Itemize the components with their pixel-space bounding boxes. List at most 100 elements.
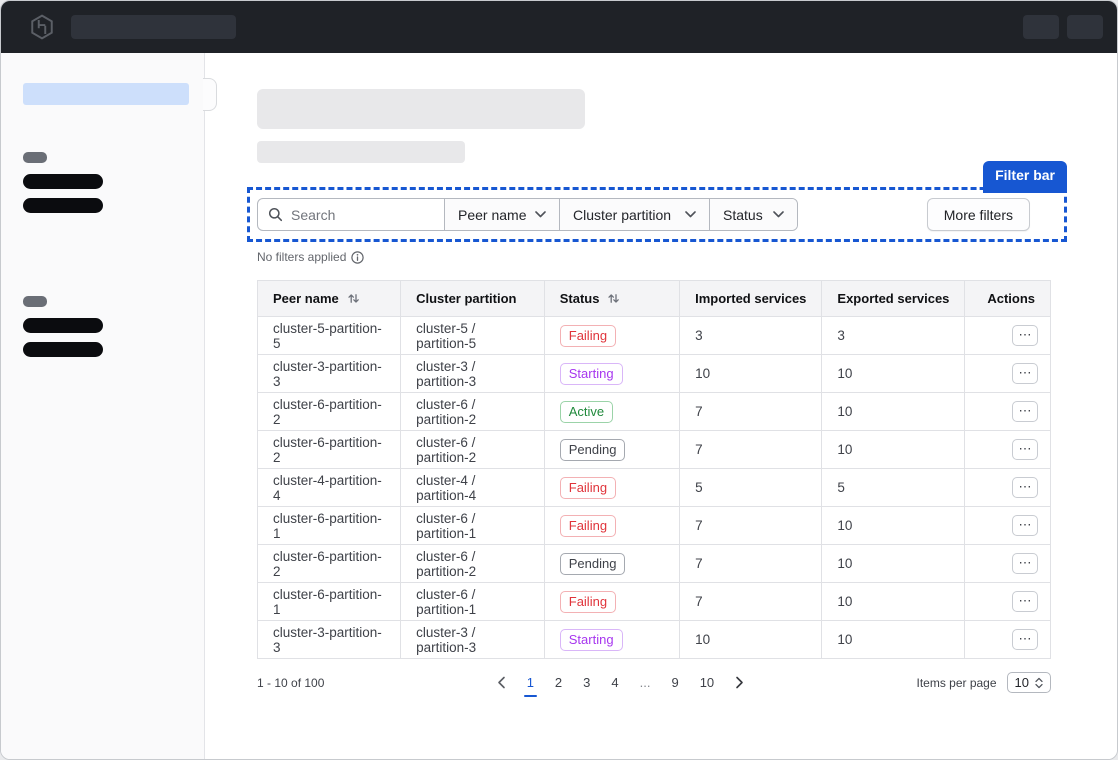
sidebar-collapse-handle[interactable] <box>203 78 217 111</box>
column-header-actions: Actions <box>964 280 1051 317</box>
actions-cell: ⋯ <box>964 506 1051 545</box>
exported-services-cell: 3 <box>821 316 966 355</box>
cluster-partition-cell: cluster-6 / partition-1 <box>400 582 545 621</box>
cluster-partition-cell: cluster-5 / partition-5 <box>400 316 545 355</box>
stepper-icon <box>1035 677 1043 689</box>
table-row: cluster-6-partition-1 cluster-6 / partit… <box>256 582 1051 621</box>
pagination: 1 2 3 4... 9 10 <box>324 675 916 697</box>
cluster-partition-filter-dropdown[interactable]: Cluster partition <box>559 199 709 230</box>
column-header-exported-services: Exported services <box>821 280 966 317</box>
sidebar-section-label-placeholder <box>23 152 47 163</box>
sidebar-item-placeholder[interactable] <box>23 174 103 189</box>
status-badge: Failing <box>559 324 617 347</box>
results-range: 1 - 10 of 100 <box>257 675 325 690</box>
nav-action-placeholder-1[interactable] <box>1023 15 1059 39</box>
peer-name-filter-dropdown[interactable]: Peer name <box>444 199 559 230</box>
status-badge: Starting <box>559 628 623 651</box>
pagination-page[interactable]: 1 <box>523 675 538 697</box>
chevron-down-icon <box>685 211 696 218</box>
imported-services-cell: 10 <box>679 354 823 393</box>
sort-icon[interactable] <box>607 292 620 305</box>
cluster-partition-cell: cluster-4 / partition-4 <box>400 468 545 507</box>
imported-services-cell: 3 <box>679 316 823 355</box>
info-icon[interactable] <box>351 250 365 264</box>
chevron-down-icon <box>773 211 784 218</box>
status-badge: Pending <box>559 552 626 575</box>
sort-icon[interactable] <box>347 292 360 305</box>
peer-name-cell: cluster-3-partition-3 <box>256 620 402 659</box>
peer-name-cell: cluster-6-partition-1 <box>256 506 402 545</box>
pagination-page[interactable]: 2 <box>554 675 563 690</box>
cluster-partition-cell: cluster-6 / partition-2 <box>400 392 545 431</box>
actions-cell: ⋯ <box>964 468 1051 507</box>
pagination-page[interactable]: 3 <box>583 675 591 690</box>
imported-services-cell: 10 <box>679 620 823 659</box>
page-subtitle-placeholder <box>257 141 465 163</box>
filter-bar-annotation-outline: Filter bar <box>247 161 1067 242</box>
exported-services-cell: 10 <box>821 392 966 431</box>
sidebar-active-item-placeholder[interactable] <box>23 83 189 105</box>
column-header-peer-name[interactable]: Peer name <box>256 280 402 317</box>
pagination-page[interactable]: 10 <box>699 675 715 690</box>
nav-action-placeholder-2[interactable] <box>1067 15 1103 39</box>
chevron-down-icon <box>535 211 546 218</box>
table-body: cluster-5-partition-5 cluster-5 / partit… <box>256 316 1051 659</box>
row-actions-button[interactable]: ⋯ <box>1012 363 1038 384</box>
main-content: Filter bar <box>205 53 1117 759</box>
status-cell: Failing <box>543 506 681 545</box>
row-actions-button[interactable]: ⋯ <box>1012 629 1038 650</box>
actions-cell: ⋯ <box>964 582 1051 621</box>
row-actions-button[interactable]: ⋯ <box>1012 401 1038 422</box>
next-page-icon[interactable] <box>735 676 744 689</box>
status-cell: Failing <box>543 316 681 355</box>
search-icon <box>268 207 283 222</box>
more-filters-button[interactable]: More filters <box>926 198 1030 231</box>
actions-cell: ⋯ <box>964 544 1051 583</box>
row-actions-button[interactable]: ⋯ <box>1012 325 1038 346</box>
peers-table: Peer name Cluster partition <box>256 280 1051 659</box>
status-cell: Starting <box>543 354 681 393</box>
imported-services-cell: 7 <box>679 506 823 545</box>
items-per-page-select[interactable]: 10 <box>1006 672 1051 693</box>
exported-services-cell: 10 <box>821 506 966 545</box>
sidebar-item-placeholder[interactable] <box>23 198 103 213</box>
row-actions-button[interactable]: ⋯ <box>1012 515 1038 536</box>
cluster-partition-cell: cluster-6 / partition-2 <box>400 430 545 469</box>
row-actions-button[interactable]: ⋯ <box>1012 477 1038 498</box>
table-row: cluster-4-partition-4 cluster-4 / partit… <box>256 468 1051 507</box>
table-row: cluster-3-partition-3 cluster-3 / partit… <box>256 354 1051 393</box>
pagination-pages: 1 2 3 4... 9 10 <box>523 675 715 697</box>
nav-menu-placeholder[interactable] <box>71 15 236 39</box>
imported-services-cell: 7 <box>679 582 823 621</box>
pagination-page[interactable]: 9 <box>671 675 679 690</box>
status-filter-dropdown[interactable]: Status <box>709 199 797 230</box>
status-badge: Starting <box>559 362 623 385</box>
imported-services-cell: 7 <box>679 392 823 431</box>
column-header-cluster-partition: Cluster partition <box>400 280 545 317</box>
actions-cell: ⋯ <box>964 430 1051 469</box>
imported-services-cell: 5 <box>679 468 823 507</box>
table-header-row: Peer name Cluster partition <box>256 280 1051 317</box>
status-badge: Failing <box>559 514 617 537</box>
search-input[interactable] <box>291 206 434 223</box>
items-per-page-label: Items per page <box>916 675 997 690</box>
row-actions-button[interactable]: ⋯ <box>1012 553 1038 574</box>
cluster-partition-cell: cluster-3 / partition-3 <box>400 354 545 393</box>
actions-cell: ⋯ <box>964 392 1051 431</box>
status-cell: Active <box>543 392 681 431</box>
row-actions-button[interactable]: ⋯ <box>1012 591 1038 612</box>
sidebar-item-placeholder[interactable] <box>23 318 103 333</box>
table-footer: 1 - 10 of 100 1 2 3 4... 9 10 Items per page … <box>257 672 1051 697</box>
pagination-ellipsis: ... <box>639 675 651 690</box>
previous-page-icon[interactable] <box>497 676 506 689</box>
row-actions-button[interactable]: ⋯ <box>1012 439 1038 460</box>
column-header-status[interactable]: Status <box>543 280 681 317</box>
pagination-page[interactable]: 4 <box>611 675 619 690</box>
actions-cell: ⋯ <box>964 354 1051 393</box>
status-badge: Active <box>559 400 614 423</box>
hashicorp-logo-icon[interactable] <box>29 14 55 40</box>
annotation-badge: Filter bar <box>983 161 1067 193</box>
sidebar-item-placeholder[interactable] <box>23 342 103 357</box>
actions-cell: ⋯ <box>964 316 1051 355</box>
search-field[interactable] <box>258 199 444 230</box>
